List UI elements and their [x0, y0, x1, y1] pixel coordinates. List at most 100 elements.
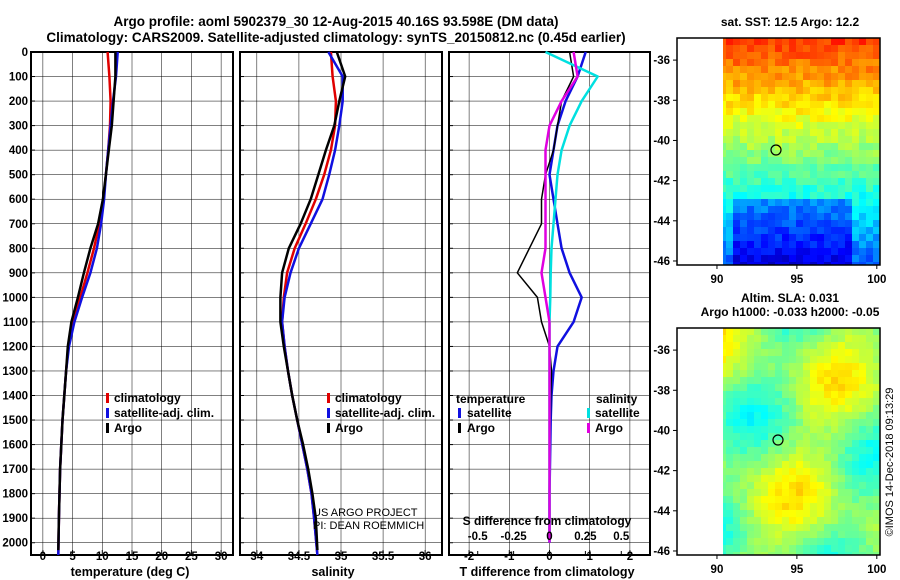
map-pixel — [761, 454, 768, 461]
map-lat-label: -40 — [653, 425, 670, 437]
map-pixel — [831, 129, 838, 136]
map-pixel — [866, 171, 873, 178]
map-pixel — [873, 157, 880, 164]
map-pixel — [810, 552, 817, 555]
map-pixel — [740, 363, 747, 370]
map-pixel — [817, 349, 824, 356]
map-pixel — [852, 552, 859, 555]
map-pixel — [782, 94, 789, 101]
map-pixel — [866, 391, 873, 398]
map-pixel — [852, 157, 859, 164]
map-pixel — [873, 433, 880, 440]
map-pixel — [873, 227, 880, 234]
map-pixel — [733, 363, 740, 370]
map-pixel — [740, 454, 747, 461]
map-pixel — [824, 356, 831, 363]
map-pixel — [761, 248, 768, 255]
legend-title-temperature: temperature — [456, 392, 526, 406]
map-pixel — [831, 391, 838, 398]
map-pixel — [775, 192, 782, 199]
map-pixel — [866, 440, 873, 447]
map-pixel — [866, 384, 873, 391]
map-pixel — [803, 475, 810, 482]
map-pixel — [810, 206, 817, 213]
map-pixel — [775, 419, 782, 426]
map-pixel — [768, 377, 775, 384]
map-pixel — [761, 108, 768, 115]
difference-xticks: -2 -1 0 1 2 — [464, 551, 633, 563]
map-pixel — [775, 178, 782, 185]
map-pixel — [775, 241, 782, 248]
map-pixel — [747, 255, 754, 262]
map-pixel — [831, 426, 838, 433]
x-tick-label: 10 — [96, 551, 109, 563]
map-pixel — [866, 342, 873, 349]
map-pixel — [761, 164, 768, 171]
map-pixel — [775, 391, 782, 398]
s-difference-ticks: -0.5 -0.25 0 0.25 0.5 — [468, 531, 630, 555]
map-pixel — [859, 545, 866, 552]
sla-map — [677, 328, 880, 555]
map-pixel — [726, 38, 733, 45]
map-pixel — [733, 433, 740, 440]
map-pixel — [782, 143, 789, 150]
map-pixel — [824, 80, 831, 87]
salinity-xlabel: salinity — [311, 565, 354, 579]
map-pixel — [740, 475, 747, 482]
map-lon-label: 95 — [790, 564, 803, 576]
map-pixel — [817, 213, 824, 220]
map-pixel — [831, 552, 838, 555]
map-pixel — [859, 192, 866, 199]
map-pixel — [803, 248, 810, 255]
map-pixel — [831, 192, 838, 199]
map-pixel — [859, 241, 866, 248]
map-pixel — [824, 87, 831, 94]
map-pixel — [761, 391, 768, 398]
map-pixel — [782, 122, 789, 129]
map-pixel — [803, 503, 810, 510]
map-pixel — [838, 66, 845, 73]
map-pixel — [796, 510, 803, 517]
map-pixel — [852, 545, 859, 552]
map-pixel — [761, 405, 768, 412]
map-pixel — [775, 440, 782, 447]
map-pixel — [845, 52, 852, 59]
map-pixel — [866, 241, 873, 248]
map-pixel — [852, 468, 859, 475]
map-pixel — [859, 199, 866, 206]
map-pixel — [831, 59, 838, 66]
map-pixel — [831, 206, 838, 213]
map-pixel — [747, 384, 754, 391]
map-pixel — [726, 391, 733, 398]
map-pixel — [796, 335, 803, 342]
map-pixel — [726, 552, 733, 555]
map-pixel — [768, 59, 775, 66]
map-pixel — [789, 129, 796, 136]
map-pixel — [768, 213, 775, 220]
map-pixel — [768, 419, 775, 426]
map-pixel — [761, 227, 768, 234]
map-pixel — [789, 370, 796, 377]
map-pixel — [789, 94, 796, 101]
map-pixel — [831, 115, 838, 122]
map-pixel — [810, 143, 817, 150]
map-pixel — [733, 349, 740, 356]
map-pixel — [859, 213, 866, 220]
generation-timestamp: ©IMOS 14-Dec-2018 09:13:29 — [884, 388, 896, 537]
map-pixel — [852, 384, 859, 391]
legend-swatch-climatology — [106, 393, 109, 403]
map-pixel — [775, 129, 782, 136]
map-pixel — [845, 227, 852, 234]
map-pixel — [859, 405, 866, 412]
map-pixel — [810, 517, 817, 524]
map-pixel — [768, 80, 775, 87]
map-pixel — [761, 115, 768, 122]
depth-tick-label: 1800 — [2, 489, 28, 501]
map-pixel — [866, 192, 873, 199]
map-pixel — [817, 363, 824, 370]
map-pixel — [796, 370, 803, 377]
map-pixel — [726, 524, 733, 531]
map-pixel — [810, 52, 817, 59]
map-pixel — [803, 370, 810, 377]
map-pixel — [782, 129, 789, 136]
